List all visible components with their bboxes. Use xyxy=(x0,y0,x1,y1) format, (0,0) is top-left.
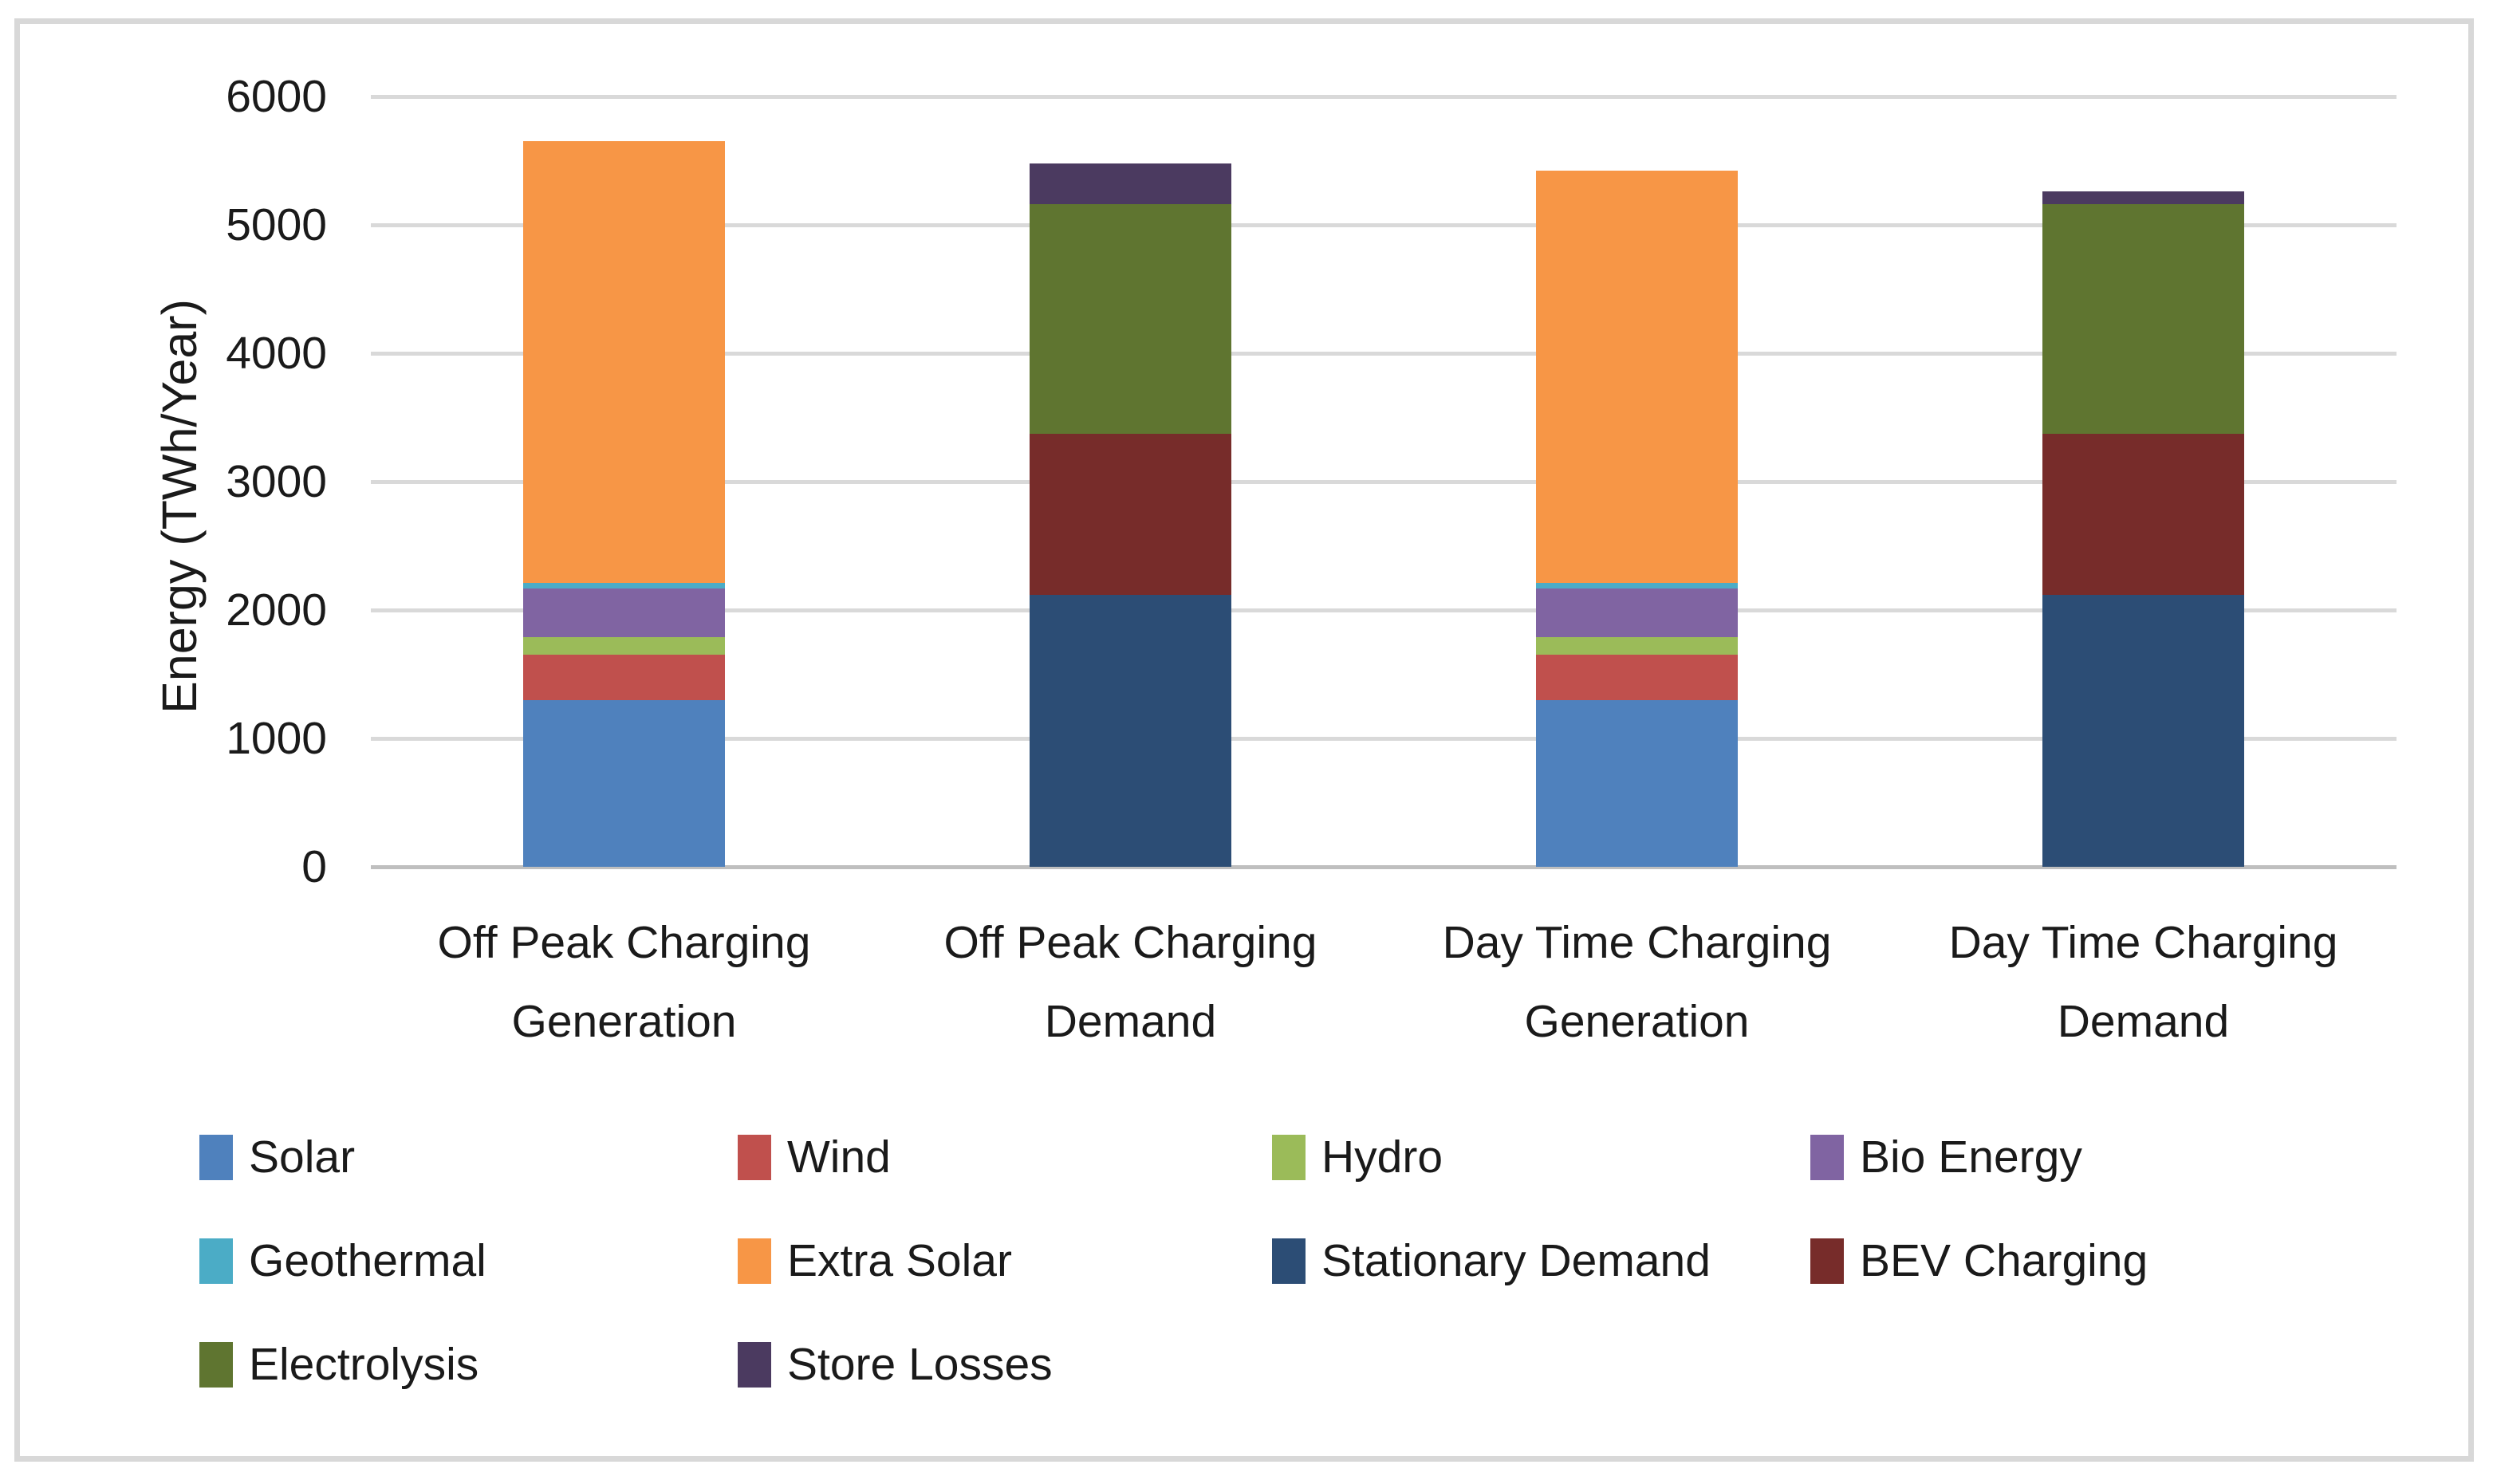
category-label-off-peak-charging-generation: Off Peak Charging Generation xyxy=(321,903,927,1061)
y-tick-label-2000: 2000 xyxy=(226,585,327,636)
category-label-line: Day Time Charging xyxy=(1442,917,1832,968)
y-tick-label-0: 0 xyxy=(301,841,327,892)
segment-hydro xyxy=(1536,636,1738,655)
segment-store-losses xyxy=(1030,163,1231,205)
legend-label: Hydro xyxy=(1321,1132,1443,1183)
segment-bio-energy xyxy=(1536,588,1738,637)
category-label-line: Generation xyxy=(1524,996,1750,1047)
plot-area xyxy=(371,94,2397,869)
segment-stationary-demand xyxy=(2042,594,2244,867)
gridline-1000 xyxy=(371,736,2397,741)
bar-off-peak-charging-generation xyxy=(523,96,725,867)
legend-item-bev-charging: BEV Charging xyxy=(1810,1238,2148,1284)
bar-day-time-charging-demand xyxy=(2042,96,2244,867)
segment-extra-solar xyxy=(523,141,725,584)
legend-label: Wind xyxy=(787,1132,891,1183)
legend-item-hydro: Hydro xyxy=(1272,1134,1443,1180)
legend-item-stationary-demand: Stationary Demand xyxy=(1272,1238,1711,1284)
category-label-day-time-charging-demand: Day Time Charging Demand xyxy=(1841,903,2447,1061)
segment-extra-solar xyxy=(1536,171,1738,584)
legend-label: Bio Energy xyxy=(1860,1132,2082,1183)
legend-label: Store Losses xyxy=(787,1339,1053,1390)
segment-store-losses xyxy=(2042,191,2244,205)
y-tick-label-6000: 6000 xyxy=(226,71,327,122)
legend-label: Geothermal xyxy=(249,1235,486,1286)
y-tick-label-1000: 1000 xyxy=(226,713,327,764)
legend-swatch-icon xyxy=(1272,1238,1306,1284)
legend-label: BEV Charging xyxy=(1860,1235,2148,1286)
segment-bio-energy xyxy=(523,588,725,637)
legend-label: Solar xyxy=(249,1132,356,1183)
legend-item-bio-energy: Bio Energy xyxy=(1810,1134,2082,1180)
gridline-4000 xyxy=(371,351,2397,356)
legend-swatch-icon xyxy=(738,1134,771,1180)
bar-day-time-charging-generation xyxy=(1536,96,1738,867)
category-label-line: Off Peak Charging xyxy=(943,917,1317,968)
legend-swatch-icon xyxy=(1810,1134,1844,1180)
bar-off-peak-charging-demand xyxy=(1030,96,1231,867)
gridline-6000 xyxy=(371,94,2397,99)
legend-swatch-icon xyxy=(738,1238,771,1284)
segment-wind xyxy=(523,655,725,700)
gridline-5000 xyxy=(371,222,2397,227)
category-label-off-peak-charging-demand: Off Peak Charging Demand xyxy=(828,903,1434,1061)
legend-label: Extra Solar xyxy=(787,1235,1012,1286)
category-label-line: Day Time Charging xyxy=(1948,917,2338,968)
gridline-3000 xyxy=(371,479,2397,484)
legend-swatch-icon xyxy=(199,1341,233,1388)
legend-label: Stationary Demand xyxy=(1321,1235,1711,1286)
x-axis-line xyxy=(371,864,2397,869)
legend-swatch-icon xyxy=(1272,1134,1306,1180)
category-label-line: Demand xyxy=(1044,996,1217,1047)
legend-swatch-icon xyxy=(199,1238,233,1284)
category-label-day-time-charging-generation: Day Time Charging Generation xyxy=(1334,903,1940,1061)
segment-bev-charging xyxy=(1030,434,1231,595)
segment-hydro xyxy=(523,636,725,655)
segment-geothermal xyxy=(523,583,725,588)
legend-label: Electrolysis xyxy=(249,1339,479,1390)
legend-item-extra-solar: Extra Solar xyxy=(738,1238,1012,1284)
legend-item-geothermal: Geothermal xyxy=(199,1238,486,1284)
y-tick-label-5000: 5000 xyxy=(226,199,327,250)
legend-item-electrolysis: Electrolysis xyxy=(199,1341,479,1388)
legend-swatch-icon xyxy=(738,1341,771,1388)
segment-geothermal xyxy=(1536,583,1738,588)
segment-wind xyxy=(1536,655,1738,700)
y-tick-label-4000: 4000 xyxy=(226,328,327,379)
segment-electrolysis xyxy=(1030,204,1231,435)
legend-item-solar: Solar xyxy=(199,1134,355,1180)
gridline-2000 xyxy=(371,608,2397,612)
segment-solar xyxy=(523,699,725,867)
legend-item-store-losses: Store Losses xyxy=(738,1341,1053,1388)
segment-stationary-demand xyxy=(1030,594,1231,867)
category-label-line: Off Peak Charging xyxy=(437,917,811,968)
segment-bev-charging xyxy=(2042,434,2244,595)
legend-swatch-icon xyxy=(1810,1238,1844,1284)
legend-swatch-icon xyxy=(199,1134,233,1180)
category-label-line: Generation xyxy=(511,996,737,1047)
y-tick-label-3000: 3000 xyxy=(226,456,327,507)
segment-solar xyxy=(1536,699,1738,867)
category-label-line: Demand xyxy=(2057,996,2230,1047)
legend-item-wind: Wind xyxy=(738,1134,891,1180)
segment-electrolysis xyxy=(2042,204,2244,435)
